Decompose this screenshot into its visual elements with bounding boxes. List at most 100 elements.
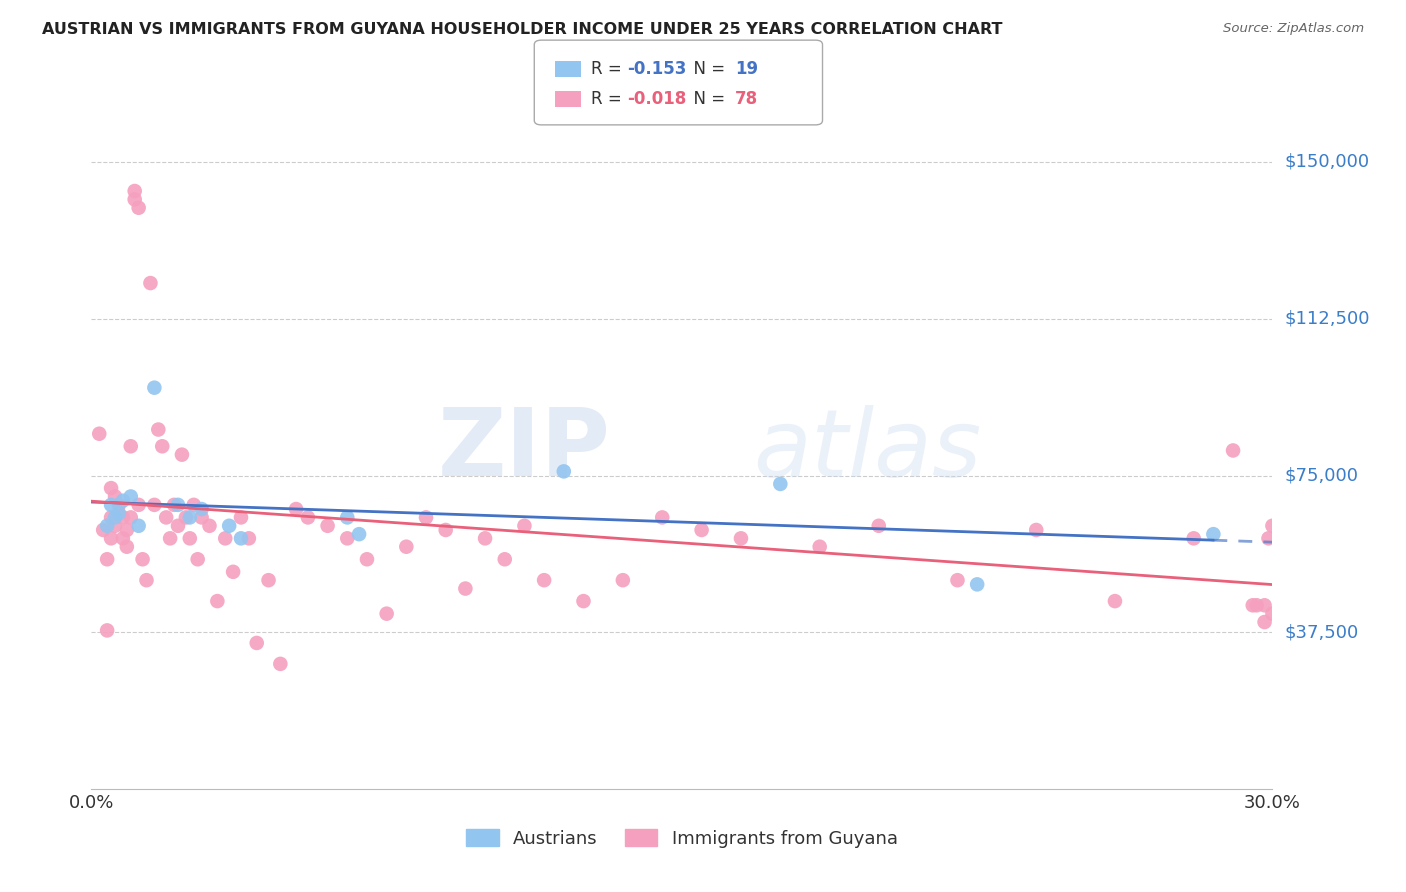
Point — [612, 573, 634, 587]
Point — [1257, 532, 1279, 546]
Point — [96, 624, 118, 638]
Point — [434, 523, 457, 537]
Point — [336, 510, 359, 524]
Point — [808, 540, 831, 554]
Point — [108, 506, 131, 520]
Point — [120, 510, 142, 524]
Point — [238, 532, 260, 546]
Point — [356, 552, 378, 566]
Point — [214, 532, 236, 546]
Point — [769, 477, 792, 491]
Point — [494, 552, 516, 566]
Point — [1253, 615, 1275, 629]
Point — [1222, 443, 1244, 458]
Point — [111, 510, 134, 524]
Point — [347, 527, 370, 541]
Point — [533, 573, 555, 587]
Point — [148, 423, 170, 437]
Point — [198, 518, 221, 533]
Point — [730, 532, 752, 546]
Point — [190, 502, 212, 516]
Point — [167, 498, 190, 512]
Point — [1202, 527, 1225, 541]
Point — [336, 532, 359, 546]
Point — [96, 518, 118, 533]
Point — [139, 276, 162, 290]
Point — [246, 636, 269, 650]
Point — [128, 201, 150, 215]
Point — [474, 532, 496, 546]
Point — [104, 490, 127, 504]
Point — [104, 518, 127, 533]
Text: -0.153: -0.153 — [627, 60, 686, 78]
Point — [1261, 518, 1284, 533]
Point — [143, 498, 166, 512]
Point — [128, 498, 150, 512]
Text: AUSTRIAN VS IMMIGRANTS FROM GUYANA HOUSEHOLDER INCOME UNDER 25 YEARS CORRELATION: AUSTRIAN VS IMMIGRANTS FROM GUYANA HOUSE… — [42, 22, 1002, 37]
Point — [163, 498, 186, 512]
Point — [150, 439, 173, 453]
Text: -0.018: -0.018 — [627, 90, 686, 108]
Point — [179, 532, 201, 546]
Point — [269, 657, 291, 671]
Text: $37,500: $37,500 — [1284, 624, 1358, 641]
Point — [170, 448, 193, 462]
Point — [1182, 532, 1205, 546]
Text: atlas: atlas — [752, 405, 981, 496]
Point — [143, 381, 166, 395]
Point — [966, 577, 988, 591]
Point — [115, 540, 138, 554]
Point — [454, 582, 477, 596]
Point — [100, 532, 122, 546]
Point — [111, 532, 134, 546]
Point — [120, 490, 142, 504]
Point — [124, 193, 146, 207]
Point — [183, 498, 205, 512]
Text: N =: N = — [683, 60, 731, 78]
Point — [207, 594, 229, 608]
Text: ZIP: ZIP — [439, 404, 612, 497]
Point — [257, 573, 280, 587]
Point — [91, 523, 114, 537]
Point — [1025, 523, 1047, 537]
Point — [100, 481, 122, 495]
Point — [104, 510, 127, 524]
Point — [1261, 607, 1284, 621]
Point — [229, 510, 252, 524]
Text: 19: 19 — [735, 60, 758, 78]
Point — [1246, 599, 1268, 613]
Point — [316, 518, 339, 533]
Point — [375, 607, 398, 621]
Point — [100, 498, 122, 512]
Point — [131, 552, 153, 566]
Text: R =: R = — [591, 90, 627, 108]
Text: N =: N = — [683, 90, 731, 108]
Text: $150,000: $150,000 — [1284, 153, 1369, 170]
Point — [124, 184, 146, 198]
Point — [89, 426, 111, 441]
Point — [1253, 599, 1275, 613]
Point — [946, 573, 969, 587]
Legend: Austrians, Immigrants from Guyana: Austrians, Immigrants from Guyana — [458, 822, 905, 855]
Point — [229, 532, 252, 546]
Point — [135, 573, 157, 587]
Point — [868, 518, 890, 533]
Point — [553, 464, 575, 478]
Point — [111, 493, 134, 508]
Point — [100, 510, 122, 524]
Point — [572, 594, 595, 608]
Point — [690, 523, 713, 537]
Point — [651, 510, 673, 524]
Point — [415, 510, 437, 524]
Point — [297, 510, 319, 524]
Point — [190, 510, 212, 524]
Point — [179, 510, 201, 524]
Point — [187, 552, 209, 566]
Text: R =: R = — [591, 60, 627, 78]
Point — [513, 518, 536, 533]
Point — [128, 518, 150, 533]
Point — [1241, 599, 1264, 613]
Point — [108, 498, 131, 512]
Text: 78: 78 — [735, 90, 758, 108]
Point — [395, 540, 418, 554]
